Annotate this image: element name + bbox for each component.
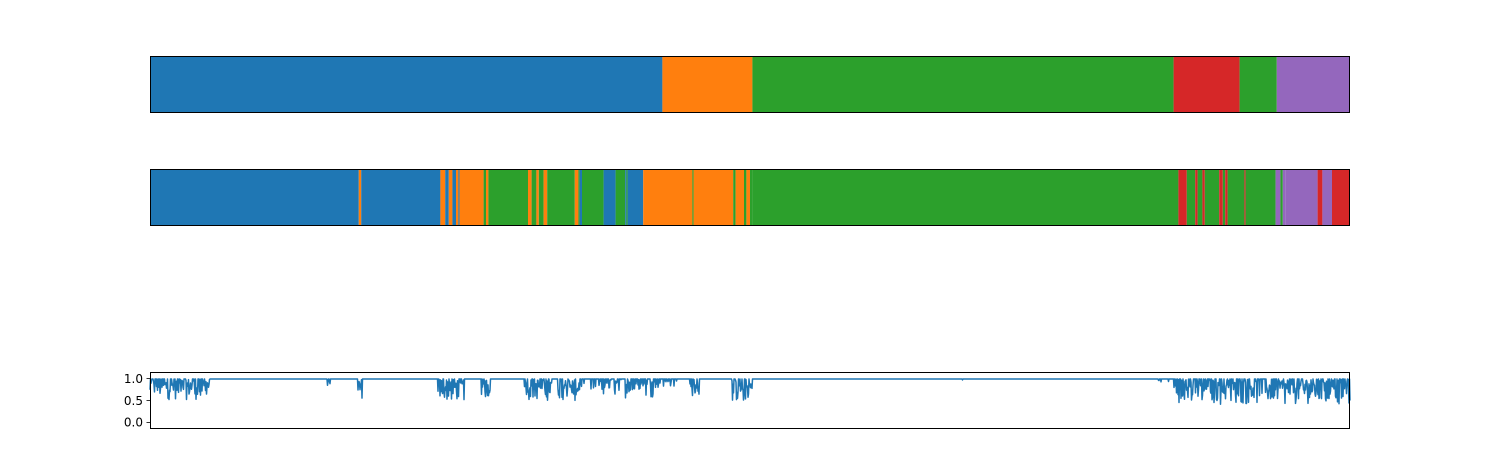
- predicted-label-segment-7: [456, 169, 459, 226]
- predicted-label-segment-5: [448, 169, 453, 226]
- predicted-label-segment-42: [1204, 169, 1220, 226]
- true-label-segment-1: [662, 56, 753, 113]
- predicted-label-segment-14: [531, 169, 537, 226]
- predicted-label-segment-34: [746, 169, 750, 226]
- predicted-label-segment-52: [1285, 169, 1318, 226]
- confidence-y-axis: 0.0 0.5 1.0: [124, 372, 150, 430]
- y-tick-label: 1.0: [124, 372, 143, 386]
- predicted-label-segment-37: [1178, 169, 1187, 226]
- predicted-label-segment-51: [1282, 169, 1286, 226]
- predicted-label-segment-32: [735, 169, 744, 226]
- predicted-label-segment-21: [579, 169, 582, 226]
- predicted-label-segment-50: [1280, 169, 1283, 226]
- predicted-label-segment-48: [1245, 169, 1276, 226]
- predicted-label-segment-39: [1195, 169, 1198, 226]
- predicted-label-segment-4: [445, 169, 449, 226]
- predicted-label-segment-11: [486, 169, 489, 226]
- predicted-label-segment-47: [1244, 169, 1246, 226]
- predicted-label-segment-38: [1186, 169, 1196, 226]
- true-labels-panel: [150, 56, 1350, 113]
- predicted-label-segment-18: [547, 169, 575, 226]
- predicted-label-segment-6: [452, 169, 456, 226]
- predicted-label-segment-28: [643, 169, 693, 226]
- predicted-label-segment-49: [1275, 169, 1281, 226]
- predicted-label-segment-27: [627, 169, 644, 226]
- predicted-label-segment-43: [1219, 169, 1223, 226]
- predicted-label-segment-26: [626, 169, 628, 226]
- predicted-label-segment-16: [538, 169, 544, 226]
- predicted-labels-frame: [150, 169, 1350, 226]
- confidence-panel: [149, 378, 1351, 406]
- predicted-label-segment-25: [625, 169, 627, 226]
- predicted-label-segment-2: [361, 169, 441, 226]
- predicted-label-segment-41: [1202, 169, 1205, 226]
- predicted-label-segment-31: [733, 169, 736, 226]
- true-label-segment-2: [752, 56, 1174, 113]
- predicted-label-segment-1: [358, 169, 362, 226]
- predicted-label-segment-35: [750, 169, 753, 226]
- y-tick-label: 0.5: [124, 394, 143, 408]
- predicted-label-segment-0: [150, 169, 359, 226]
- predicted-label-segment-24: [615, 169, 626, 226]
- predicted-label-segment-10: [483, 169, 486, 226]
- predicted-label-segment-44: [1222, 169, 1226, 226]
- predicted-labels-panel: [150, 169, 1350, 226]
- confidence-line: [149, 378, 1351, 406]
- true-label-segment-3: [1173, 56, 1240, 113]
- predicted-label-segment-22: [582, 169, 604, 226]
- predicted-label-segment-17: [543, 169, 548, 226]
- predicted-label-segment-40: [1197, 169, 1203, 226]
- predicted-label-segment-3: [440, 169, 446, 226]
- true-label-segment-0: [150, 56, 663, 113]
- predicted-label-segment-12: [488, 169, 528, 226]
- predicted-label-segment-23: [603, 169, 616, 226]
- confidence-frame: [150, 372, 1350, 429]
- true-labels-frame: [150, 56, 1350, 113]
- predicted-label-segment-45: [1225, 169, 1228, 226]
- predicted-label-segment-13: [528, 169, 532, 226]
- predicted-label-segment-33: [744, 169, 747, 226]
- true-label-segment-4: [1239, 56, 1277, 113]
- predicted-label-segment-36: [752, 169, 1179, 226]
- y-tick-label: 0.0: [124, 416, 143, 430]
- true-label-segment-5: [1276, 56, 1350, 113]
- predicted-label-segment-53: [1317, 169, 1323, 226]
- predicted-label-segment-20: [578, 169, 580, 226]
- predicted-label-segment-54: [1322, 169, 1332, 226]
- predicted-label-segment-9: [459, 169, 484, 226]
- predicted-label-segment-29: [692, 169, 694, 226]
- predicted-label-segment-15: [536, 169, 539, 226]
- predicted-label-segment-55: [1332, 169, 1350, 226]
- predicted-label-segment-19: [574, 169, 579, 226]
- predicted-label-segment-30: [693, 169, 734, 226]
- predicted-label-segment-8: [458, 169, 460, 226]
- predicted-label-segment-46: [1227, 169, 1245, 226]
